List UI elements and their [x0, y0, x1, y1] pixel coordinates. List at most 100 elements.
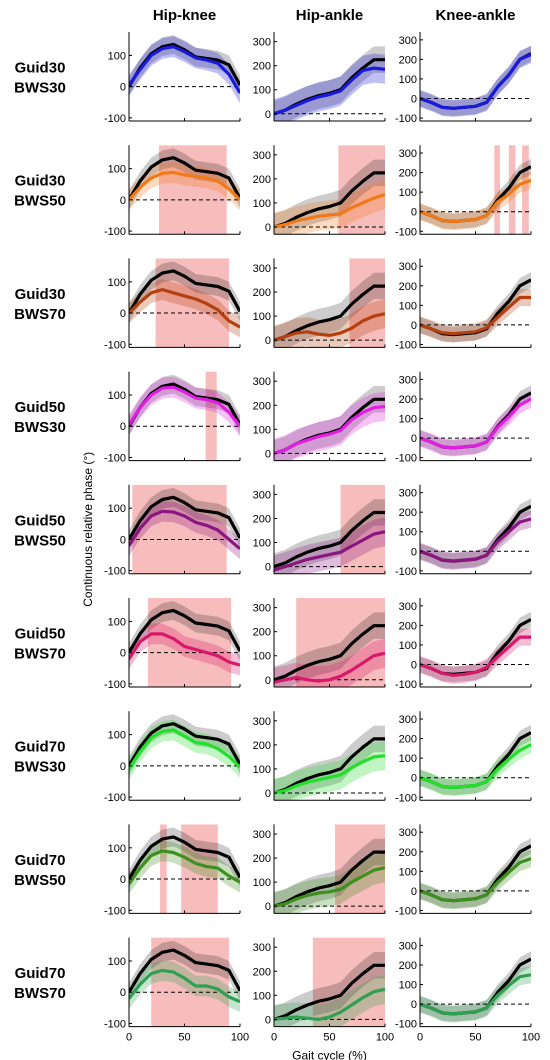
panel-guid50-bws30-hip-knee: -100 0 100 [104, 371, 241, 464]
y-tick-label: 200 [253, 966, 271, 978]
y-tick-label: -100 [104, 566, 126, 578]
panel-plot-area [129, 258, 240, 348]
y-tick-label: 0 [265, 901, 271, 913]
y-tick-label: 100 [108, 277, 126, 289]
reference-mean-line [274, 510, 385, 569]
row-label-bws: BWS30 [14, 80, 66, 97]
y-tick-label: 200 [253, 400, 271, 412]
y-tick-label: 100 [399, 753, 417, 765]
panel-plot-area [129, 824, 240, 914]
y-tick-label: 0 [411, 660, 417, 672]
significance-band [181, 824, 218, 914]
reference-sd-band [420, 385, 531, 456]
y-tick-label: 100 [253, 764, 271, 776]
y-tick-label: 100 [399, 414, 417, 426]
panel-guid30-bws70-hip-knee: -100 0 100 [104, 258, 241, 351]
y-tick-label: 300 [253, 37, 271, 49]
y-tick-label: 0 [411, 207, 417, 219]
panel-guid30-bws30-hip-ankle: 0 100 200 300 [253, 32, 386, 122]
y-tick-label: 300 [253, 829, 271, 841]
y-tick-label: 100 [108, 164, 126, 176]
row-label-guidance: Guid50 [15, 512, 66, 529]
condition-mean-line [420, 517, 531, 563]
y-tick-label: 200 [253, 513, 271, 525]
panel-guid70-bws30-hip-ankle: 0 100 200 300 [253, 711, 386, 801]
y-tick-label: -100 [395, 453, 417, 465]
y-tick-label: -100 [395, 339, 417, 351]
y-tick-label: 200 [253, 174, 271, 186]
y-tick-label: 200 [399, 54, 417, 66]
y-tick-label: 200 [253, 61, 271, 73]
y-tick-label: 300 [399, 374, 417, 386]
panel-plot-area [274, 145, 385, 235]
y-tick-label: 300 [399, 827, 417, 839]
condition-mean-line [129, 632, 240, 667]
column-title: Hip-ankle [296, 7, 364, 24]
reference-mean-line [129, 835, 240, 880]
condition-sd-band [420, 628, 531, 684]
condition-mean-line [274, 404, 385, 455]
y-tick-label: -100 [395, 226, 417, 238]
condition-mean-line [274, 66, 385, 116]
condition-mean-line [129, 385, 240, 428]
row-label-bws: BWS30 [14, 419, 66, 436]
panel-guid30-bws30-hip-knee: -100 0 100 [104, 32, 241, 125]
y-tick-label: 0 [120, 195, 126, 207]
significance-band [522, 145, 529, 235]
y-tick-label: 300 [399, 488, 417, 500]
y-tick-label: 200 [253, 740, 271, 752]
significance-band [205, 371, 217, 461]
condition-mean-line [420, 178, 531, 224]
condition-sd-band [274, 974, 385, 1027]
row-label-guidance: Guid70 [15, 852, 66, 869]
condition-sd-band [420, 966, 531, 1023]
y-tick-label: 100 [253, 990, 271, 1002]
y-tick-label: 100 [253, 198, 271, 210]
y-tick-label: 100 [108, 843, 126, 855]
condition-mean-line [420, 635, 531, 677]
condition-sd-band [420, 390, 531, 457]
panel-guid30-bws50-knee-ankle: -100 0 100 200 300 [395, 145, 532, 238]
y-tick-label: 0 [120, 648, 126, 660]
y-tick-label: 200 [399, 168, 417, 180]
x-tick-label: 0 [271, 1032, 277, 1044]
significance-band [158, 145, 227, 235]
y-tick-label: 0 [120, 421, 126, 433]
panel-plot-area [129, 937, 240, 1027]
panel-guid30-bws70-knee-ankle: -100 0 100 200 300 [395, 258, 532, 351]
column-title: Hip-knee [153, 7, 216, 24]
panel-guid50-bws70-hip-ankle: 0 100 200 300 [253, 598, 386, 688]
y-tick-label: 100 [253, 651, 271, 663]
y-tick-label: 0 [120, 308, 126, 320]
condition-mean-line [274, 530, 385, 572]
panel-plot-area [274, 824, 385, 914]
y-tick-label: 0 [265, 335, 271, 347]
y-tick-label: 100 [399, 527, 417, 539]
y-tick-label: 200 [399, 620, 417, 632]
x-tick-label: 0 [417, 1032, 423, 1044]
reference-mean-line [129, 948, 240, 994]
row-label-bws: BWS70 [14, 985, 66, 1002]
y-tick-label: 100 [399, 980, 417, 992]
y-tick-label: 0 [411, 546, 417, 558]
condition-mean-line [420, 857, 531, 903]
panel-plot-area [274, 484, 385, 574]
condition-mean-line [274, 866, 385, 908]
significance-band [494, 145, 500, 235]
condition-mean-line [420, 53, 531, 110]
condition-sd-band [129, 279, 240, 338]
condition-sd-band [420, 45, 531, 117]
condition-sd-band [274, 299, 385, 348]
panel-plot-area [420, 385, 531, 457]
y-tick-label: -100 [104, 452, 126, 464]
y-tick-label: 100 [108, 390, 126, 402]
panel-plot-area [420, 724, 531, 797]
panel-guid50-bws50-hip-knee: -100 0 100 [104, 484, 241, 578]
row-label-guidance: Guid70 [15, 965, 66, 982]
y-tick-label: 300 [253, 376, 271, 388]
y-tick-label: 100 [253, 538, 271, 550]
y-tick-label: 200 [253, 287, 271, 299]
y-tick-label: 0 [411, 999, 417, 1011]
